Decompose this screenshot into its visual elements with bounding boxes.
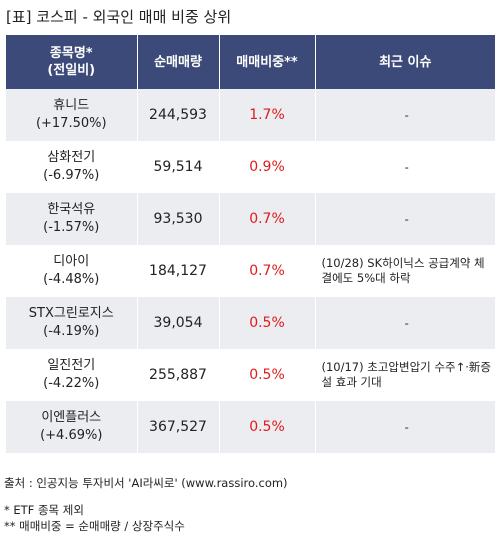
stock-cell: 한국석유 (-1.57%): [6, 193, 138, 245]
stock-name: 휴니드: [53, 98, 90, 113]
etf-exclusion-note: * ETF 종목 제외: [4, 503, 84, 517]
stock-name: 일진전기: [47, 358, 96, 373]
trade-ratio: 0.5%: [219, 401, 316, 453]
ratio-definition-note: ** 매매비중 = 순매매량 / 상장주식수: [4, 519, 185, 533]
table-row: STX그린로지스 (-4.19%) 39,054 0.5% -: [6, 297, 495, 349]
stock-name: 디아이: [53, 254, 90, 269]
table-row: 디아이 (-4.48%) 184,127 0.7% (10/28) SK하이닉스 …: [6, 245, 495, 297]
recent-issue: (10/17) 초고압변압기 수주↑·新증설 효과 기대: [315, 349, 495, 401]
stock-change: (-4.22%): [43, 376, 100, 391]
stock-cell: 디아이 (-4.48%): [6, 245, 138, 297]
trade-ratio: 0.9%: [219, 141, 316, 193]
header-trade-ratio: 매매비중**: [219, 35, 316, 89]
table-title: [표] 코스피 - 외국인 매매 비중 상위: [6, 8, 232, 26]
stock-cell: 이엔플러스 (+4.69%): [6, 401, 138, 453]
foreign-trading-table: 종목명* (전일비) 순매매량 매매비중** 최근 이슈 휴니드 (+17.50%…: [6, 35, 495, 453]
recent-issue: -: [315, 89, 495, 141]
net-volume: 244,593: [137, 89, 220, 141]
table-header-row: 종목명* (전일비) 순매매량 매매비중** 최근 이슈: [6, 35, 495, 89]
stock-cell: STX그린로지스 (-4.19%): [6, 297, 138, 349]
source-note: 출처 : 인공지능 투자비서 'AI라씨로' (www.rassiro.com): [4, 476, 288, 490]
table-row: 휴니드 (+17.50%) 244,593 1.7% -: [6, 89, 495, 141]
header-recent-issue: 최근 이슈: [315, 35, 495, 89]
stock-change: (-4.19%): [43, 324, 100, 339]
table-row: 일진전기 (-4.22%) 255,887 0.5% (10/17) 초고압변압기…: [6, 349, 495, 401]
trade-ratio: 1.7%: [219, 89, 316, 141]
stock-name: 삼화전기: [47, 150, 96, 165]
stock-cell: 휴니드 (+17.50%): [6, 89, 138, 141]
header-net-volume: 순매매량: [137, 35, 220, 89]
recent-issue: -: [315, 141, 495, 193]
stock-change: (-4.48%): [43, 272, 100, 287]
stock-name: 한국석유: [47, 202, 96, 217]
net-volume: 59,514: [137, 141, 220, 193]
table-row: 이엔플러스 (+4.69%) 367,527 0.5% -: [6, 401, 495, 453]
header-stock-name: 종목명* (전일비): [6, 35, 138, 89]
net-volume: 93,530: [137, 193, 220, 245]
trade-ratio: 0.5%: [219, 349, 316, 401]
recent-issue: -: [315, 401, 495, 453]
recent-issue: -: [315, 193, 495, 245]
table-row: 한국석유 (-1.57%) 93,530 0.7% -: [6, 193, 495, 245]
stock-cell: 일진전기 (-4.22%): [6, 349, 138, 401]
table-row: 삼화전기 (-6.97%) 59,514 0.9% -: [6, 141, 495, 193]
stock-change: (-1.57%): [43, 220, 100, 235]
net-volume: 184,127: [137, 245, 220, 297]
trade-ratio: 0.5%: [219, 297, 316, 349]
stock-cell: 삼화전기 (-6.97%): [6, 141, 138, 193]
net-volume: 367,527: [137, 401, 220, 453]
trade-ratio: 0.7%: [219, 193, 316, 245]
stock-change: (+17.50%): [35, 116, 107, 131]
stock-name: 이엔플러스: [41, 410, 102, 425]
net-volume: 255,887: [137, 349, 220, 401]
net-volume: 39,054: [137, 297, 220, 349]
stock-change: (+4.69%): [40, 428, 103, 443]
recent-issue: (10/28) SK하이닉스 공급계약 체결에도 5%대 하락: [315, 245, 495, 297]
trade-ratio: 0.7%: [219, 245, 316, 297]
stock-name: STX그린로지스: [28, 306, 114, 321]
recent-issue: -: [315, 297, 495, 349]
stock-change: (-6.97%): [43, 168, 100, 183]
